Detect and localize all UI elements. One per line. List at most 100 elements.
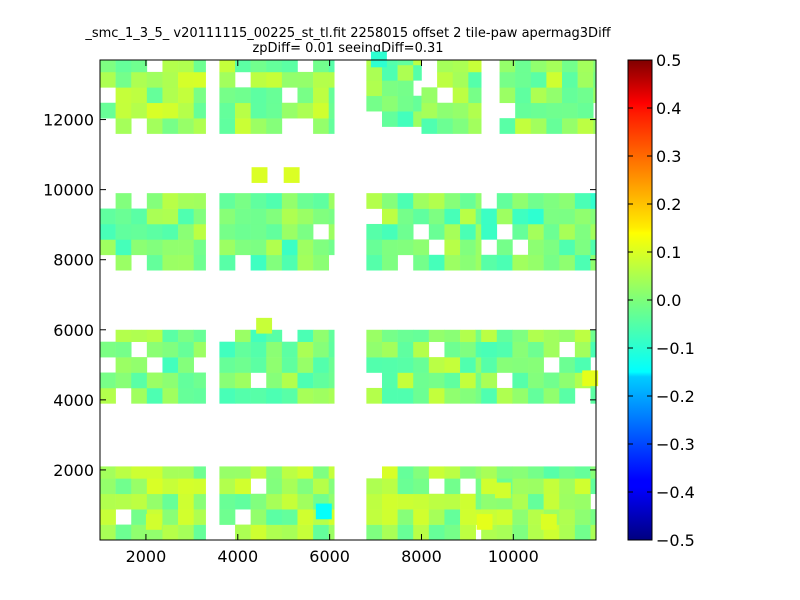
- heatmap-cell: [381, 223, 398, 240]
- heatmap-cell: [460, 208, 476, 225]
- heatmap-cell: [193, 466, 206, 479]
- heatmap-cell: [397, 95, 414, 112]
- heatmap-cell: [528, 193, 544, 209]
- heatmap-cell: [559, 509, 576, 525]
- heatmap-cell: [574, 254, 591, 271]
- heatmap-cell: [100, 478, 116, 495]
- heatmap-cell: [559, 223, 576, 240]
- heatmap-cell: [496, 466, 513, 479]
- heatmap-cell: [452, 71, 469, 88]
- heatmap-cell: [281, 357, 298, 373]
- chart-title: _smc_1_3_5_ v20111115_00225_st_tl.fit 22…: [84, 26, 611, 41]
- heatmap-cell: [476, 514, 493, 530]
- heatmap-cell: [475, 372, 482, 389]
- heatmap-cell: [366, 357, 383, 373]
- heatmap-cell: [481, 387, 498, 404]
- heatmap-cell: [313, 87, 330, 104]
- heatmap-cell: [574, 193, 591, 209]
- heatmap-cell: [381, 80, 398, 97]
- colorbar-tick-label: 0.4: [656, 99, 681, 118]
- heatmap-cell: [219, 372, 236, 389]
- heatmap-cell: [437, 102, 454, 119]
- heatmap-cell: [590, 478, 597, 495]
- heatmap-cell: [131, 329, 148, 342]
- heatmap-cell: [381, 329, 398, 342]
- colorbar-tick-label: −0.1: [656, 339, 695, 358]
- heatmap-cell: [146, 478, 163, 495]
- heatmap-cell: [115, 102, 132, 119]
- heatmap-cell: [413, 239, 430, 256]
- heatmap-cell: [235, 223, 251, 240]
- heatmap-cell: [590, 509, 597, 525]
- heatmap-cell: [115, 193, 132, 209]
- heatmap-cell: [162, 372, 179, 389]
- heatmap-cell: [528, 387, 544, 404]
- heatmap-cell: [475, 208, 482, 225]
- heatmap-cell: [266, 60, 283, 73]
- heatmap-cell: [577, 87, 594, 104]
- heatmap-cell: [381, 208, 398, 225]
- x-tick-label: 4000: [217, 547, 258, 566]
- heatmap-cell: [281, 466, 298, 479]
- heatmap-cell: [266, 118, 283, 134]
- heatmap-cell: [115, 239, 132, 256]
- heatmap-cell: [193, 118, 206, 134]
- heatmap-cell: [460, 466, 476, 479]
- heatmap-cell: [178, 239, 194, 256]
- heatmap-cell: [131, 87, 148, 104]
- heatmap-cell: [381, 193, 398, 209]
- heatmap-cell: [574, 478, 591, 495]
- colorbar-tick-label: 0.5: [656, 51, 681, 70]
- heatmap-cell: [413, 509, 430, 525]
- heatmap-cell: [559, 357, 576, 373]
- heatmap-cell: [381, 493, 398, 510]
- heatmap-cell: [266, 239, 283, 256]
- heatmap-cell: [428, 357, 445, 373]
- heatmap-cell: [281, 493, 298, 510]
- heatmap-cell: [250, 60, 267, 73]
- heatmap-cell: [512, 357, 529, 373]
- heatmap-cell: [559, 478, 576, 495]
- y-tick-label: 10000: [43, 181, 94, 200]
- heatmap-cell: [543, 239, 560, 256]
- heatmap-cell: [413, 60, 422, 66]
- heatmap-cell: [512, 387, 529, 404]
- heatmap-cell: [219, 387, 236, 404]
- heatmap-cell: [590, 239, 597, 256]
- heatmap-cell: [475, 193, 482, 209]
- heatmap-cell: [366, 95, 383, 112]
- heatmap-cell: [146, 387, 163, 404]
- heatmap-cell: [413, 524, 430, 541]
- heatmap-cell: [593, 71, 597, 88]
- heatmap-cell: [219, 102, 236, 119]
- heatmap-cell: [397, 478, 414, 495]
- heatmap-cell: [162, 223, 179, 240]
- heatmap-cell: [475, 466, 482, 479]
- heatmap-cell: [328, 357, 335, 373]
- heatmap-cell: [381, 60, 398, 66]
- heatmap-cell: [100, 387, 116, 404]
- heatmap-cell: [528, 329, 544, 342]
- heatmap-cell: [219, 509, 236, 525]
- heatmap-cell: [235, 493, 251, 510]
- heatmap-cell: [460, 509, 476, 525]
- heatmap-cell: [297, 193, 314, 209]
- heatmap-cell: [297, 254, 314, 271]
- heatmap-cell: [193, 387, 206, 404]
- heatmap-cell: [590, 223, 597, 240]
- heatmap-cell: [460, 239, 476, 256]
- colorbar-tick-label: 0.2: [656, 195, 681, 214]
- heatmap-cell: [283, 167, 300, 183]
- heatmap-cell: [397, 372, 414, 389]
- heatmap-cell: [381, 387, 398, 404]
- heatmap-cell: [178, 71, 194, 88]
- colorbar-tick-label: 0.1: [656, 243, 681, 262]
- heatmap-cell: [397, 60, 414, 66]
- heatmap-cell: [366, 193, 383, 209]
- heatmap-cell: [397, 111, 414, 127]
- heatmap-cell: [496, 193, 513, 209]
- heatmap-cell: [421, 87, 438, 104]
- heatmap-cell: [178, 223, 194, 240]
- heatmap-cell: [193, 193, 206, 209]
- heatmap-cell: [250, 87, 267, 104]
